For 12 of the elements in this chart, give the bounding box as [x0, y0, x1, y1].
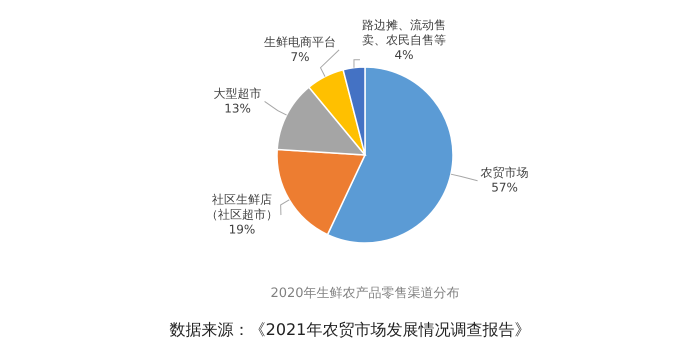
data-label: 19%: [228, 222, 256, 237]
data-label: 13%: [224, 101, 251, 116]
slice-label: 社区生鲜店（社区超市）: [206, 192, 278, 222]
data-label: 7%: [290, 50, 310, 64]
source-note: 数据来源：《2021年农贸市场发展情况调查报告》: [170, 320, 530, 339]
text: 2020年生鲜农产品零售渠道分布: [270, 286, 460, 301]
slice-label: 路边摊、流动售卖、农民自售等: [362, 18, 446, 47]
slice-label: 大型超市: [214, 86, 262, 100]
slice-label: 农贸市场: [480, 166, 529, 180]
data-label: 57%: [491, 180, 518, 195]
data-label: 4%: [394, 48, 414, 62]
slice-label: 生鲜电商平台: [264, 34, 336, 49]
